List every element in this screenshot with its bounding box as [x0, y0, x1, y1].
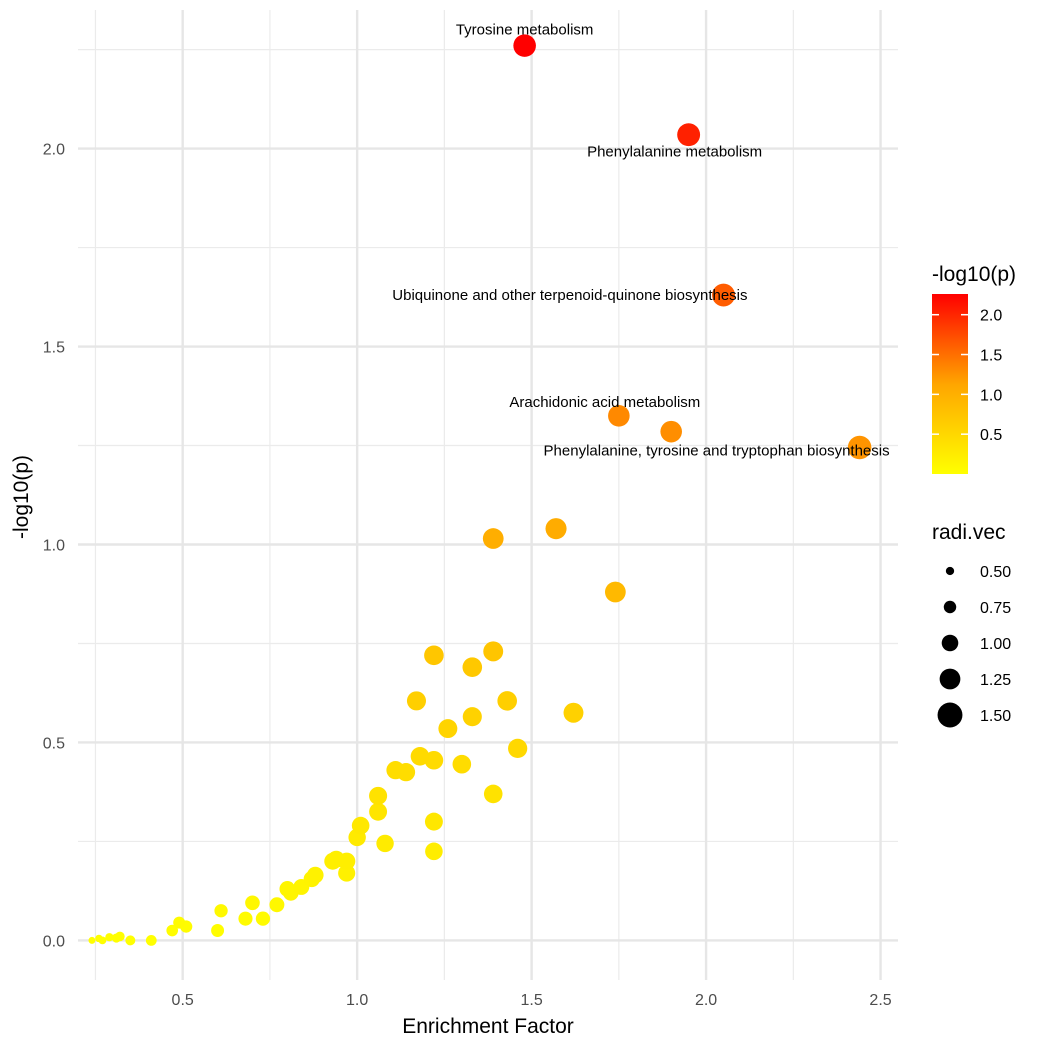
data-point: [847, 435, 872, 460]
color-legend: -log10(p) 0.5 1.0 1.5 2.0: [932, 263, 1016, 474]
data-point: [306, 866, 324, 884]
data-points: [88, 34, 872, 946]
data-point: [351, 816, 370, 835]
color-legend-tick-label: 0.5: [980, 427, 1002, 444]
data-point: [115, 931, 125, 942]
data-point: [95, 934, 103, 943]
color-legend-bar: [932, 294, 968, 474]
data-point: [279, 881, 296, 897]
data-point: [483, 641, 504, 662]
x-axis-ticks: 0.5 1.0 1.5 2.0 2.5: [172, 992, 892, 1009]
color-legend-tick-label: 1.5: [980, 348, 1002, 365]
data-point: [376, 834, 394, 853]
size-legend-title: radi.vec: [932, 521, 1006, 544]
x-tick-label: 0.5: [172, 992, 194, 1009]
data-point: [452, 754, 472, 774]
size-legend-label: 1.50: [980, 708, 1011, 725]
size-legend-key: [945, 566, 955, 576]
point-label: Phenylalanine metabolism: [587, 144, 762, 161]
size-legend-items: 0.50 0.75 1.00 1.25 1.50: [937, 564, 1011, 728]
x-axis-title: Enrichment Factor: [402, 1015, 574, 1038]
point-label: Arachidonic acid metabolism: [509, 394, 700, 411]
grid-major: [78, 10, 898, 980]
data-point: [425, 842, 443, 861]
data-point: [424, 750, 444, 770]
data-point: [677, 123, 701, 147]
size-legend-key: [939, 668, 961, 690]
point-labels: Tyrosine metabolism Phenylalanine metabol…: [392, 22, 889, 460]
size-legend-key: [937, 702, 963, 728]
data-point: [238, 911, 253, 926]
data-point: [88, 936, 96, 944]
data-point: [462, 707, 482, 727]
point-label: Tyrosine metabolism: [456, 22, 594, 39]
size-legend-label: 1.25: [980, 672, 1011, 689]
data-point: [462, 657, 483, 678]
y-axis-ticks: 0.0 0.5 1.0 1.5 2.0: [43, 142, 65, 951]
data-point: [483, 784, 503, 804]
data-point: [369, 802, 388, 821]
data-point: [125, 935, 136, 946]
data-point: [166, 924, 179, 937]
data-point: [513, 34, 536, 57]
x-tick-label: 1.5: [520, 992, 542, 1009]
data-point: [508, 738, 528, 759]
color-legend-tick-label: 1.0: [980, 387, 1002, 404]
data-point: [327, 850, 345, 868]
data-point: [214, 904, 228, 918]
data-point: [211, 924, 225, 937]
y-axis-title: -log10(p): [10, 455, 33, 539]
data-point: [145, 935, 157, 946]
data-point: [255, 911, 271, 926]
data-point: [338, 864, 356, 882]
data-point: [660, 420, 682, 443]
data-point: [369, 786, 388, 805]
data-point: [482, 528, 504, 549]
color-legend-tick-label: 2.0: [980, 308, 1002, 325]
y-tick-label: 0.0: [43, 933, 65, 950]
data-point: [245, 895, 260, 911]
data-point: [438, 719, 458, 739]
data-point: [497, 691, 517, 711]
data-point: [386, 761, 405, 780]
data-point: [608, 405, 630, 427]
y-tick-label: 0.5: [43, 735, 65, 752]
data-point: [173, 916, 186, 929]
data-point: [424, 812, 443, 831]
x-tick-label: 2.0: [695, 992, 717, 1009]
data-point: [604, 581, 626, 603]
grid-minor: [78, 10, 898, 980]
size-legend: radi.vec 0.50 0.75 1.00 1.25 1.50: [932, 521, 1011, 728]
data-point: [563, 702, 584, 723]
y-tick-label: 1.0: [43, 537, 65, 554]
color-legend-title: -log10(p): [932, 263, 1016, 286]
color-legend-ticks: 0.5 1.0 1.5 2.0: [932, 308, 1002, 444]
point-label: Ubiquinone and other terpenoid-quinone b…: [392, 287, 747, 304]
size-legend-label: 1.00: [980, 636, 1011, 653]
point-label: Phenylalanine, tyrosine and tryptophan b…: [544, 442, 890, 459]
data-point: [712, 283, 735, 307]
size-legend-key: [941, 634, 959, 652]
y-tick-label: 1.5: [43, 340, 65, 357]
data-point: [410, 747, 430, 766]
data-point: [424, 645, 444, 666]
data-point: [545, 518, 567, 540]
x-tick-label: 1.0: [346, 992, 368, 1009]
size-legend-key: [943, 600, 957, 614]
data-point: [105, 933, 114, 942]
data-point: [269, 897, 285, 913]
data-point: [406, 691, 427, 711]
size-legend-label: 0.50: [980, 564, 1011, 581]
y-tick-label: 2.0: [43, 142, 65, 159]
x-tick-label: 2.5: [869, 992, 891, 1009]
size-legend-label: 0.75: [980, 600, 1011, 617]
